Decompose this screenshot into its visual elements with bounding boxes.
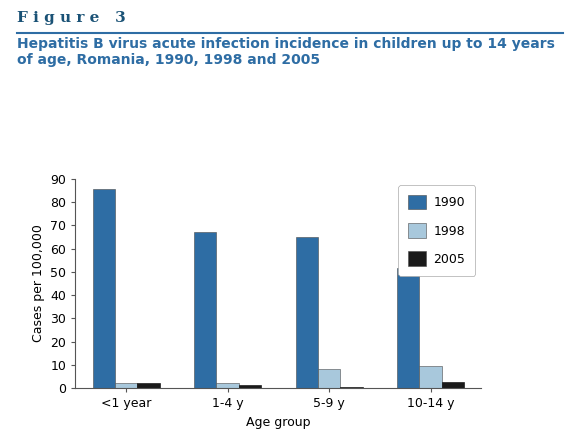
Bar <box>239 385 261 388</box>
Bar <box>419 366 442 388</box>
X-axis label: Age group: Age group <box>246 416 311 429</box>
Bar <box>115 383 137 388</box>
Bar <box>340 387 362 388</box>
Bar <box>296 237 318 388</box>
Bar <box>93 189 115 388</box>
Text: F i g u r e   3: F i g u r e 3 <box>17 11 126 25</box>
Bar <box>318 369 340 388</box>
Bar <box>442 382 464 388</box>
Legend: 1990, 1998, 2005: 1990, 1998, 2005 <box>398 185 475 276</box>
Y-axis label: Cases per 100,000: Cases per 100,000 <box>32 225 45 342</box>
Text: Hepatitis B virus acute infection incidence in children up to 14 years
of age, R: Hepatitis B virus acute infection incide… <box>17 37 555 67</box>
Bar <box>137 383 160 388</box>
Bar <box>194 232 216 388</box>
Bar <box>216 383 239 388</box>
Bar <box>397 268 419 388</box>
